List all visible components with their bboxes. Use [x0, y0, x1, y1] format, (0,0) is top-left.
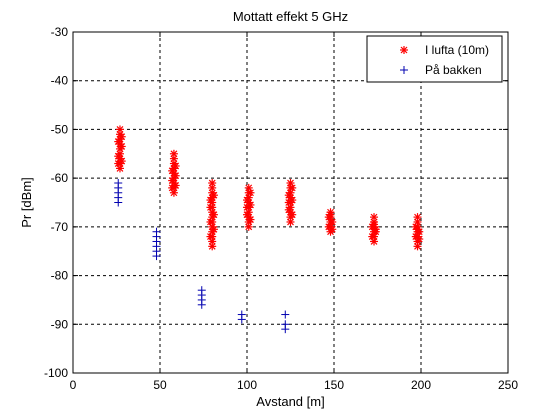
- i-lufta-point: [117, 132, 126, 141]
- legend-star-icon: [400, 46, 408, 54]
- i-lufta-point: [328, 217, 337, 226]
- chart-title: Mottatt effekt 5 GHz: [233, 9, 348, 24]
- i-lufta-point: [168, 166, 177, 175]
- y-tick-label: -70: [51, 220, 69, 234]
- x-tick-label: 50: [153, 378, 167, 392]
- i-lufta-point: [114, 152, 123, 161]
- pa-bakken-point: [114, 198, 123, 207]
- pa-bakken-point: [237, 315, 246, 324]
- pa-bakken-point: [152, 252, 161, 261]
- y-tick-label: -60: [51, 171, 69, 185]
- points-layer: [114, 125, 424, 334]
- x-tick-label: 100: [237, 378, 257, 392]
- y-axis-label: Pr [dBm]: [19, 177, 34, 228]
- pa-bakken-point: [197, 300, 206, 309]
- i-lufta-point: [246, 188, 255, 197]
- i-lufta-point: [284, 205, 293, 214]
- legend: I lufta (10m) På bakken: [366, 35, 503, 83]
- x-tick-label: 0: [70, 378, 77, 392]
- i-lufta-point: [169, 154, 178, 163]
- i-lufta-point: [209, 191, 218, 200]
- y-tick-label: -30: [51, 25, 69, 39]
- x-tick-label: 150: [324, 378, 344, 392]
- legend-label-i-lufta: I lufta (10m): [425, 43, 489, 57]
- i-lufta-point: [171, 171, 180, 180]
- i-lufta-point: [370, 220, 379, 229]
- i-lufta-point: [286, 217, 295, 226]
- y-tick-label: -100: [44, 366, 68, 380]
- i-lufta-point: [206, 196, 215, 205]
- legend-label-pa-bakken: På bakken: [425, 63, 482, 77]
- pa-bakken-point: [281, 325, 290, 334]
- i-lufta-point: [243, 210, 251, 219]
- i-lufta-point: [288, 183, 297, 192]
- legend-box: [366, 35, 503, 83]
- i-lufta-point: [206, 232, 215, 241]
- y-tick-label: -40: [51, 74, 69, 88]
- i-lufta-point: [209, 210, 218, 219]
- i-lufta-point: [243, 196, 251, 205]
- y-tick-label: -90: [51, 317, 69, 331]
- i-lufta-point: [413, 242, 422, 251]
- i-lufta-point: [206, 203, 215, 212]
- i-lufta-point: [209, 225, 218, 234]
- i-lufta-point: [284, 198, 293, 207]
- i-lufta-point: [243, 203, 251, 212]
- pa-bakken-point: [281, 310, 290, 319]
- i-lufta-point: [117, 142, 126, 151]
- legend-marker-i-lufta: [400, 46, 408, 54]
- legend-plus-icon: [400, 66, 408, 74]
- i-lufta-point: [114, 159, 123, 168]
- ticks-layer: 0 50 100 150 200 250 -30 -40 -50 -60 -70 -80 -90 -100: [44, 25, 518, 392]
- i-lufta-point: [284, 191, 293, 200]
- i-lufta-point: [168, 183, 177, 192]
- x-tick-label: 200: [411, 378, 431, 392]
- i-lufta-point: [206, 217, 215, 226]
- i-lufta-point: [415, 235, 424, 244]
- i-lufta-point: [208, 242, 217, 251]
- y-tick-label: -50: [51, 122, 69, 136]
- x-tick-label: 250: [498, 378, 518, 392]
- x-axis-label: Avstand [m]: [256, 394, 324, 409]
- i-lufta-point: [368, 232, 377, 241]
- i-lufta-point: [171, 161, 180, 170]
- i-lufta-point: [413, 225, 422, 234]
- y-tick-label: -80: [51, 269, 69, 283]
- plot-frame: [72, 31, 509, 374]
- i-lufta-point: [114, 137, 123, 146]
- i-lufta-point: [244, 222, 253, 231]
- i-lufta-point: [246, 215, 255, 224]
- i-lufta-point: [328, 225, 337, 234]
- legend-marker-pa-bakken: [400, 66, 408, 74]
- i-lufta-point: [288, 210, 297, 219]
- i-lufta-point: [326, 210, 335, 219]
- i-lufta-point: [168, 176, 177, 185]
- i-lufta-point: [208, 183, 217, 192]
